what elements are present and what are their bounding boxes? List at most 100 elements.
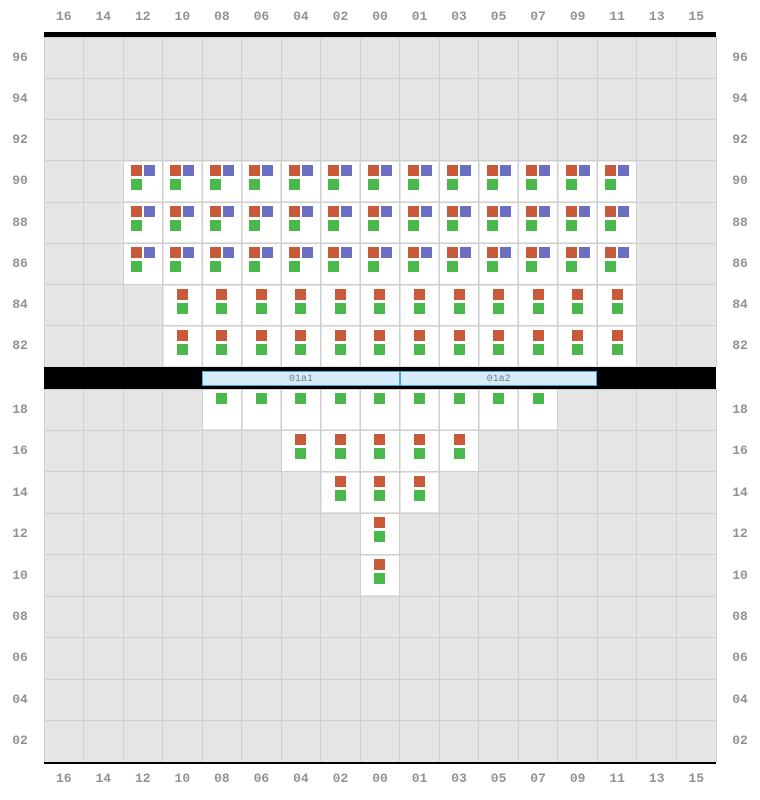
rack-cell[interactable] (361, 327, 399, 366)
rack-cell[interactable] (559, 286, 597, 325)
rack-cell[interactable] (164, 203, 202, 242)
rack-cell[interactable] (124, 203, 162, 242)
rack-cell[interactable] (401, 162, 439, 201)
rack-cell[interactable] (361, 203, 399, 242)
rack-cell[interactable] (401, 327, 439, 366)
status-dot-green (487, 261, 498, 272)
status-dot-orange (335, 476, 346, 487)
rack-cell[interactable] (361, 286, 399, 325)
rack-cell[interactable] (361, 473, 399, 512)
rack-cell[interactable] (440, 286, 478, 325)
axis-label: 11 (609, 10, 625, 23)
axis-label: 86 (732, 257, 748, 270)
rack-cell[interactable] (480, 286, 518, 325)
status-dot-green (493, 393, 504, 404)
rack-cell[interactable] (361, 431, 399, 470)
rack-cell[interactable] (440, 327, 478, 366)
gridline-h (44, 637, 716, 638)
rack-cell[interactable] (361, 162, 399, 201)
rack-cell[interactable] (282, 244, 320, 283)
rack-cell[interactable] (322, 431, 360, 470)
rack-cell[interactable] (401, 390, 439, 429)
rack-cell[interactable] (598, 203, 636, 242)
zone-label[interactable]: 01a1 (202, 371, 400, 386)
rack-cell[interactable] (282, 286, 320, 325)
rack-cell[interactable] (519, 162, 557, 201)
rack-cell[interactable] (282, 203, 320, 242)
rack-cell[interactable] (598, 162, 636, 201)
rack-cell[interactable] (243, 286, 281, 325)
rack-cell[interactable] (243, 327, 281, 366)
rack-cell[interactable] (124, 244, 162, 283)
rack-cell[interactable] (282, 390, 320, 429)
rack-cell[interactable] (480, 162, 518, 201)
rack-cell[interactable] (243, 244, 281, 283)
rack-cell[interactable] (361, 390, 399, 429)
rack-cell[interactable] (164, 162, 202, 201)
status-dot-orange (335, 289, 346, 300)
rack-cell[interactable] (322, 286, 360, 325)
rack-cell[interactable] (598, 244, 636, 283)
status-dot-green (328, 179, 339, 190)
rack-cell[interactable] (203, 390, 241, 429)
status-dot-orange (572, 330, 583, 341)
rack-cell[interactable] (559, 203, 597, 242)
rack-cell[interactable] (361, 556, 399, 595)
axis-label: 02 (333, 772, 349, 785)
rack-cell[interactable] (559, 244, 597, 283)
rack-cell[interactable] (282, 431, 320, 470)
rack-cell[interactable] (598, 286, 636, 325)
rack-cell[interactable] (164, 244, 202, 283)
rack-cell[interactable] (480, 244, 518, 283)
rack-cell[interactable] (401, 431, 439, 470)
gridline-v (162, 389, 163, 762)
rack-cell[interactable] (164, 286, 202, 325)
rack-cell[interactable] (322, 473, 360, 512)
rack-cell[interactable] (519, 244, 557, 283)
rack-cell[interactable] (203, 203, 241, 242)
status-dot-orange (414, 289, 425, 300)
rack-cell[interactable] (203, 244, 241, 283)
status-dot-purple (381, 206, 392, 217)
rack-cell[interactable] (164, 327, 202, 366)
rack-cell[interactable] (322, 203, 360, 242)
rack-cell[interactable] (440, 390, 478, 429)
rack-cell[interactable] (322, 327, 360, 366)
rack-cell[interactable] (282, 162, 320, 201)
zone-label[interactable]: 01a2 (400, 371, 598, 386)
status-dot-green (249, 261, 260, 272)
rack-cell[interactable] (401, 286, 439, 325)
rack-cell[interactable] (440, 244, 478, 283)
rack-cell[interactable] (559, 327, 597, 366)
rack-cell[interactable] (322, 162, 360, 201)
rack-cell[interactable] (203, 162, 241, 201)
rack-cell[interactable] (401, 473, 439, 512)
rack-cell[interactable] (440, 431, 478, 470)
rack-cell[interactable] (440, 203, 478, 242)
rack-cell[interactable] (282, 327, 320, 366)
rack-cell[interactable] (519, 390, 557, 429)
rack-cell[interactable] (598, 327, 636, 366)
rack-cell[interactable] (480, 203, 518, 242)
rack-cell[interactable] (519, 203, 557, 242)
rack-cell[interactable] (203, 327, 241, 366)
rack-cell[interactable] (480, 390, 518, 429)
axis-label: 94 (12, 92, 28, 105)
rack-cell[interactable] (243, 203, 281, 242)
rack-cell[interactable] (559, 162, 597, 201)
rack-cell[interactable] (243, 390, 281, 429)
rack-cell[interactable] (124, 162, 162, 201)
rack-cell[interactable] (519, 286, 557, 325)
rack-cell[interactable] (203, 286, 241, 325)
rack-cell[interactable] (322, 390, 360, 429)
rack-cell[interactable] (361, 244, 399, 283)
rack-cell[interactable] (480, 327, 518, 366)
rack-cell[interactable] (322, 244, 360, 283)
axis-label: 09 (570, 10, 586, 23)
rack-cell[interactable] (401, 244, 439, 283)
rack-cell[interactable] (243, 162, 281, 201)
rack-cell[interactable] (361, 514, 399, 553)
rack-cell[interactable] (401, 203, 439, 242)
rack-cell[interactable] (519, 327, 557, 366)
rack-cell[interactable] (440, 162, 478, 201)
